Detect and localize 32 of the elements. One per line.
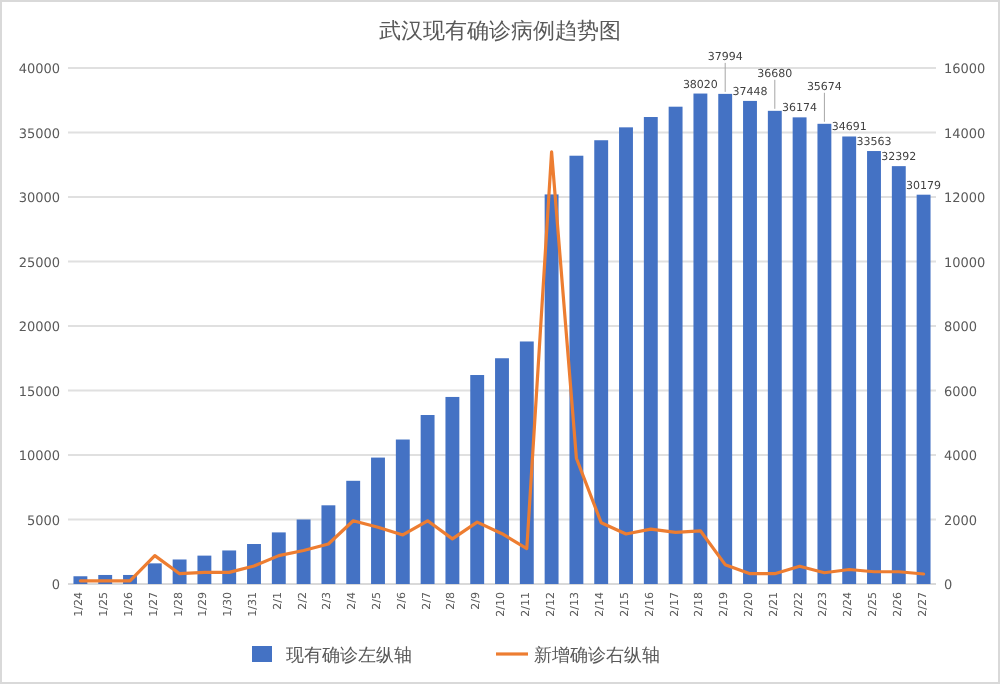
bar xyxy=(718,93,733,584)
bar xyxy=(842,136,857,584)
bar xyxy=(420,415,435,584)
bar xyxy=(395,439,410,584)
bar xyxy=(792,117,807,584)
bar xyxy=(643,117,658,584)
bar xyxy=(247,544,261,584)
bar xyxy=(743,100,757,584)
bar xyxy=(693,93,708,584)
bar xyxy=(445,396,460,584)
bar xyxy=(891,166,906,584)
bar xyxy=(296,519,311,584)
bar xyxy=(321,505,336,584)
bar xyxy=(470,375,485,584)
bar xyxy=(271,532,286,584)
bar xyxy=(371,457,385,584)
bar xyxy=(619,127,633,584)
chart-title: 武汉现有确诊病例趋势图 xyxy=(379,18,621,44)
bar xyxy=(495,358,509,584)
legend-label: 现有确诊左纵轴 xyxy=(286,645,412,667)
bar xyxy=(817,123,832,584)
bar xyxy=(544,194,559,584)
bar xyxy=(767,110,782,584)
bar xyxy=(867,151,881,584)
bar xyxy=(222,550,237,584)
bar xyxy=(668,106,683,584)
legend-label: 新增确诊右纵轴 xyxy=(534,645,660,667)
bar xyxy=(594,140,609,584)
bar xyxy=(569,155,584,584)
bar xyxy=(916,194,931,584)
bar xyxy=(147,563,162,584)
bar xyxy=(346,480,361,584)
